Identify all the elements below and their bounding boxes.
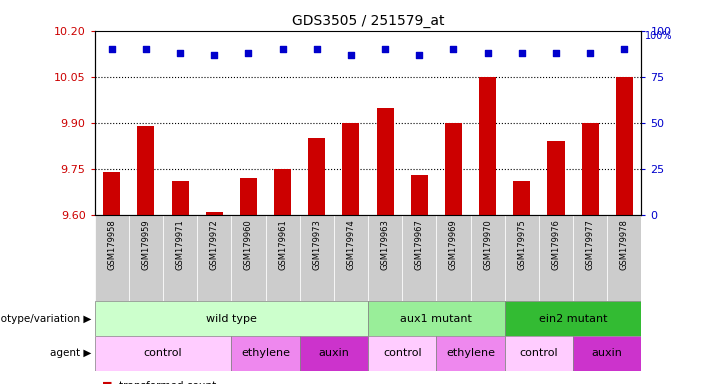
Bar — [95, 301, 368, 336]
Bar — [376, 108, 394, 215]
Bar — [615, 77, 633, 215]
Bar — [163, 215, 197, 301]
Text: GSM179976: GSM179976 — [552, 219, 561, 270]
Bar — [436, 336, 505, 371]
Bar — [505, 301, 641, 336]
Bar — [240, 178, 257, 215]
Bar — [103, 172, 121, 215]
Bar — [300, 215, 334, 301]
Bar — [95, 215, 129, 301]
Text: transformed count: transformed count — [119, 381, 217, 384]
Bar — [539, 215, 573, 301]
Text: GSM179970: GSM179970 — [483, 219, 492, 270]
Point — [379, 46, 390, 52]
Text: GSM179977: GSM179977 — [585, 219, 594, 270]
Text: ■: ■ — [102, 381, 112, 384]
Bar — [231, 215, 266, 301]
Point — [243, 50, 254, 56]
Bar — [368, 215, 402, 301]
Bar — [411, 175, 428, 215]
Bar — [607, 215, 641, 301]
Text: GSM179959: GSM179959 — [142, 219, 151, 270]
Point — [414, 51, 425, 58]
Bar — [300, 336, 368, 371]
Bar — [513, 181, 531, 215]
Text: agent ▶: agent ▶ — [50, 348, 91, 358]
Text: 100%: 100% — [645, 31, 672, 41]
Bar — [231, 336, 300, 371]
Point — [140, 46, 151, 52]
Text: GSM179960: GSM179960 — [244, 219, 253, 270]
Text: GSM179978: GSM179978 — [620, 219, 629, 270]
Point — [482, 50, 494, 56]
Text: GSM179973: GSM179973 — [312, 219, 321, 270]
Text: GSM179967: GSM179967 — [415, 219, 424, 270]
Bar — [436, 215, 470, 301]
Bar — [274, 169, 291, 215]
Bar — [197, 215, 231, 301]
Bar — [505, 336, 573, 371]
Bar — [582, 123, 599, 215]
Text: GSM179958: GSM179958 — [107, 219, 116, 270]
Bar — [445, 123, 462, 215]
Bar — [547, 141, 564, 215]
Text: ethylene: ethylene — [241, 348, 290, 358]
Bar — [470, 215, 505, 301]
Bar — [573, 336, 641, 371]
Point — [448, 46, 459, 52]
Text: ein2 mutant: ein2 mutant — [539, 314, 607, 324]
Text: genotype/variation ▶: genotype/variation ▶ — [0, 314, 91, 324]
Text: GSM179974: GSM179974 — [346, 219, 355, 270]
Point — [619, 46, 630, 52]
Bar — [308, 138, 325, 215]
Text: control: control — [519, 348, 558, 358]
Text: control: control — [144, 348, 182, 358]
Bar — [205, 212, 223, 215]
Point — [106, 46, 117, 52]
Text: auxin: auxin — [318, 348, 349, 358]
Bar — [368, 301, 505, 336]
Bar — [368, 336, 436, 371]
Point — [209, 51, 220, 58]
Bar — [334, 215, 368, 301]
Text: GSM179975: GSM179975 — [517, 219, 526, 270]
Bar — [95, 336, 231, 371]
Bar — [172, 181, 189, 215]
Text: GSM179969: GSM179969 — [449, 219, 458, 270]
Text: GSM179963: GSM179963 — [381, 219, 390, 270]
Text: ethylene: ethylene — [446, 348, 495, 358]
Bar — [479, 77, 496, 215]
Point — [346, 51, 357, 58]
Text: wild type: wild type — [206, 314, 257, 324]
Text: control: control — [383, 348, 421, 358]
Point — [277, 46, 288, 52]
Point — [175, 50, 186, 56]
Bar — [505, 215, 539, 301]
Bar — [573, 215, 607, 301]
Point — [516, 50, 527, 56]
Bar — [137, 126, 154, 215]
Text: auxin: auxin — [592, 348, 622, 358]
Text: GSM179972: GSM179972 — [210, 219, 219, 270]
Bar — [342, 123, 360, 215]
Title: GDS3505 / 251579_at: GDS3505 / 251579_at — [292, 14, 444, 28]
Point — [311, 46, 322, 52]
Point — [585, 50, 596, 56]
Bar — [266, 215, 300, 301]
Bar — [129, 215, 163, 301]
Text: GSM179961: GSM179961 — [278, 219, 287, 270]
Point — [550, 50, 562, 56]
Text: aux1 mutant: aux1 mutant — [400, 314, 472, 324]
Text: GSM179971: GSM179971 — [175, 219, 184, 270]
Bar — [402, 215, 436, 301]
